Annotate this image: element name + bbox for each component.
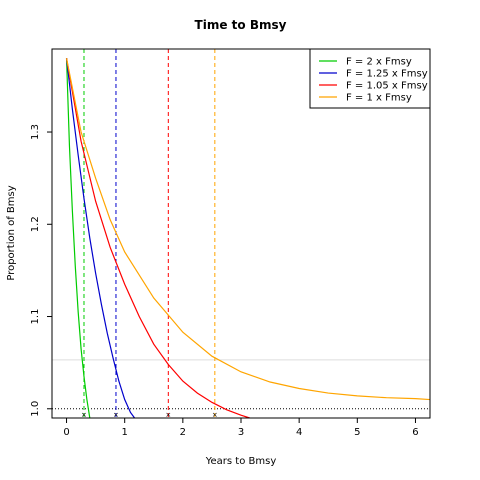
marker-point-0: × bbox=[81, 411, 87, 419]
x-axis-label: Years to Bmsy bbox=[205, 456, 277, 467]
legend-box bbox=[309, 48, 431, 109]
legend-label-3: F = 1 x Fmsy bbox=[346, 93, 412, 104]
legend-label-2: F = 1.05 x Fmsy bbox=[346, 81, 428, 92]
y-tick-label: 1.0 bbox=[30, 401, 41, 417]
marker-point-2: × bbox=[165, 411, 171, 419]
series-line-3 bbox=[65, 58, 430, 401]
y-tick-label: 1.1 bbox=[30, 309, 41, 325]
y-axis-label: Proportion of Bmsy bbox=[6, 185, 17, 280]
legend-label-0: F = 2 x Fmsy bbox=[346, 57, 412, 68]
x-tick-label: 3 bbox=[238, 427, 244, 438]
x-tick-label: 4 bbox=[296, 427, 302, 438]
x-tick-label: 5 bbox=[354, 427, 360, 438]
series-line-2 bbox=[65, 58, 250, 418]
series-line-1 bbox=[65, 58, 136, 418]
plot-area: × × × × bbox=[52, 49, 430, 419]
x-tick-label: 2 bbox=[180, 427, 186, 438]
marker-point-3: × bbox=[212, 411, 218, 419]
axis-ticks: 0 1 2 3 4 5 6 1.0 1.1 1.2 1.3 bbox=[30, 124, 419, 438]
legend-label-1: F = 1.25 x Fmsy bbox=[346, 69, 428, 80]
x-tick-label: 6 bbox=[412, 427, 418, 438]
series-line-0 bbox=[65, 58, 91, 418]
x-tick-label: 0 bbox=[63, 427, 69, 438]
marker-point-1: × bbox=[113, 411, 119, 419]
x-tick-label: 1 bbox=[122, 427, 128, 438]
y-tick-label: 1.3 bbox=[30, 124, 41, 140]
chart-title: Time to Bmsy bbox=[195, 18, 287, 32]
plot-frame bbox=[51, 48, 431, 419]
y-tick-label: 1.2 bbox=[30, 216, 41, 232]
